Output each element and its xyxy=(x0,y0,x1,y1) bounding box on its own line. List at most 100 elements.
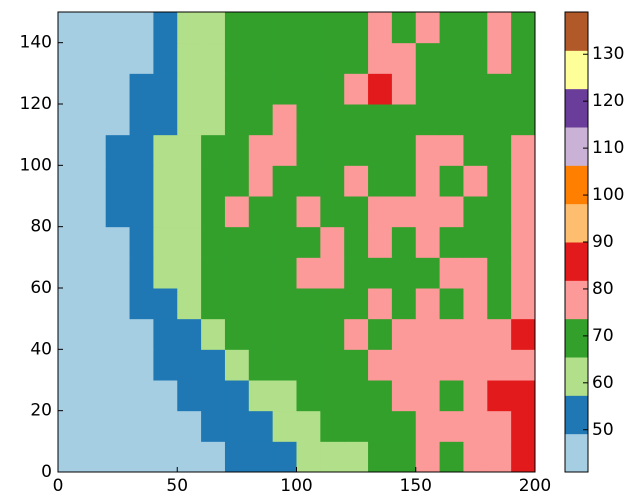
y-tick-label: 60 xyxy=(30,278,52,298)
heatmap-cell xyxy=(105,104,131,136)
heatmap-cell xyxy=(224,73,250,105)
heatmap-cell xyxy=(439,441,464,473)
heatmap-cell xyxy=(105,410,131,442)
heatmap-cell xyxy=(58,196,83,228)
colorbar-segment xyxy=(565,50,588,90)
heatmap-cell xyxy=(368,134,393,166)
heatmap-cell xyxy=(224,104,250,136)
heatmap-cell xyxy=(415,441,441,473)
heatmap-cell xyxy=(248,134,274,166)
heatmap-cell xyxy=(248,349,274,381)
heatmap-cell xyxy=(201,104,226,136)
heatmap-cell xyxy=(463,104,488,136)
heatmap-cell xyxy=(224,410,250,442)
heatmap-cell xyxy=(248,104,274,136)
heatmap-cell xyxy=(81,288,107,320)
heatmap-cell xyxy=(224,134,250,166)
heatmap-cell xyxy=(272,73,297,105)
heatmap-cell xyxy=(511,12,536,44)
heatmap-cell xyxy=(81,257,107,289)
heatmap-cell xyxy=(153,380,178,412)
heatmap-cell xyxy=(201,349,226,381)
heatmap-cell xyxy=(415,410,441,442)
heatmap-cell xyxy=(415,134,441,166)
heatmap-cell xyxy=(248,318,274,350)
heatmap-cell xyxy=(153,318,178,350)
heatmap-cell xyxy=(296,42,321,74)
heatmap-cell xyxy=(129,349,154,381)
heatmap-cell xyxy=(224,42,250,74)
heatmap-cell xyxy=(391,441,417,473)
heatmap-cell xyxy=(105,73,131,105)
heatmap-cell xyxy=(511,441,536,473)
heatmap-cell xyxy=(391,257,417,289)
heatmap-cell xyxy=(58,226,83,258)
colorbar-segment xyxy=(565,12,588,51)
heatmap-cell xyxy=(320,318,345,350)
heatmap-cell xyxy=(177,441,202,473)
heatmap-cell xyxy=(105,318,131,350)
heatmap-cell xyxy=(272,380,297,412)
heatmap-cell xyxy=(487,441,512,473)
heatmap-cell xyxy=(153,165,178,197)
heatmap-cell xyxy=(463,226,488,258)
heatmap-cell xyxy=(153,42,178,74)
heatmap-cell xyxy=(463,441,488,473)
heatmap-cell xyxy=(129,380,154,412)
heatmap-cell xyxy=(201,134,226,166)
y-tick-label: 140 xyxy=(20,33,52,53)
heatmap-cell xyxy=(320,104,345,136)
heatmap-cell xyxy=(487,134,512,166)
heatmap-cell xyxy=(391,73,417,105)
colorbar-tick-label: 50 xyxy=(592,420,614,440)
heatmap-cell xyxy=(248,257,274,289)
heatmap-cell xyxy=(201,165,226,197)
heatmap-cell xyxy=(391,226,417,258)
heatmap-cell xyxy=(415,380,441,412)
heatmap-cell xyxy=(58,288,83,320)
colorbar-segment xyxy=(565,127,588,166)
heatmap-cell xyxy=(58,12,83,44)
heatmap-cell xyxy=(439,288,464,320)
heatmap-cell xyxy=(201,380,226,412)
heatmap-cell xyxy=(439,349,464,381)
heatmap-cell xyxy=(177,410,202,442)
heatmap-cell xyxy=(368,196,393,228)
heatmap-cell xyxy=(415,42,441,74)
heatmap-cell xyxy=(224,12,250,44)
heatmap-cell xyxy=(415,349,441,381)
heatmap-cell xyxy=(58,257,83,289)
heatmap-cell xyxy=(368,380,393,412)
heatmap-cell xyxy=(415,288,441,320)
heatmap-cell xyxy=(248,226,274,258)
heatmap-cell xyxy=(105,288,131,320)
colorbar-tick-label: 80 xyxy=(592,279,614,299)
heatmap-cell xyxy=(368,410,393,442)
heatmap-cell xyxy=(511,349,536,381)
heatmap-cell xyxy=(129,441,154,473)
heatmap-cell xyxy=(344,441,369,473)
heatmap-cell xyxy=(153,226,178,258)
heatmap-cell xyxy=(58,318,83,350)
heatmap-cell xyxy=(344,196,369,228)
heatmap-cell xyxy=(368,104,393,136)
heatmap-cell xyxy=(81,165,107,197)
heatmap-cell xyxy=(58,73,83,105)
heatmap-cell xyxy=(224,226,250,258)
colorbar-tick-label: 70 xyxy=(592,326,614,346)
heatmap-cell xyxy=(487,104,512,136)
heatmap-cell xyxy=(177,42,202,74)
heatmap-cell xyxy=(415,226,441,258)
colorbar-segment xyxy=(565,88,588,128)
heatmap-cell xyxy=(153,257,178,289)
y-tick-label: 100 xyxy=(20,155,52,175)
heatmap-cell xyxy=(344,104,369,136)
heatmap-cell xyxy=(415,318,441,350)
heatmap-cell xyxy=(368,318,393,350)
heatmap-cell xyxy=(344,257,369,289)
heatmap-cell xyxy=(439,410,464,442)
heatmap-cell xyxy=(511,42,536,74)
heatmap-cell xyxy=(224,257,250,289)
heatmap-cell xyxy=(177,226,202,258)
heatmap-cell xyxy=(463,380,488,412)
